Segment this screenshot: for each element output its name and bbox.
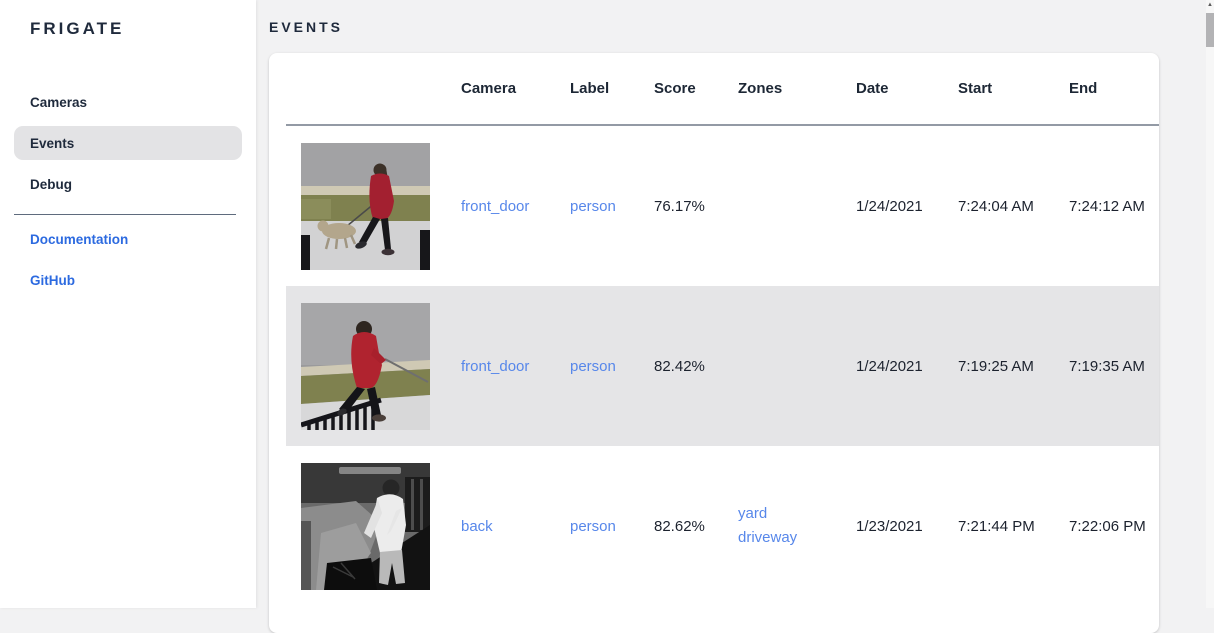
label-cell: person <box>570 358 654 375</box>
sidebar-link-documentation[interactable]: Documentation <box>14 222 242 256</box>
zones-cell: yard driveway <box>738 502 856 550</box>
camera-cell: front_door <box>461 198 570 215</box>
sidebar-nav: Cameras Events Debug <box>0 85 256 201</box>
sidebar-item-debug[interactable]: Debug <box>14 167 242 201</box>
score-cell: 76.17% <box>654 197 705 215</box>
event-thumbnail-image[interactable] <box>301 462 430 590</box>
thumbnail-cell <box>286 302 461 430</box>
camera-link[interactable]: back <box>461 517 493 535</box>
label-cell: person <box>570 198 654 215</box>
column-header-label: Label <box>570 80 610 97</box>
thumbnail-cell <box>286 142 461 270</box>
sidebar-item-label: Debug <box>30 176 72 192</box>
scrollbar-up-arrow-icon[interactable]: ▲ <box>1207 2 1213 8</box>
sidebar-divider <box>14 214 236 215</box>
sidebar-item-events[interactable]: Events <box>14 126 242 160</box>
column-header-end: End <box>1069 80 1098 97</box>
label-link[interactable]: person <box>570 197 616 215</box>
camera-link[interactable]: front_door <box>461 197 530 215</box>
start-cell: 7:21:44 PM <box>958 517 1035 535</box>
event-thumbnail-image[interactable] <box>301 302 430 430</box>
camera-cell: back <box>461 518 570 535</box>
column-header-zones: Zones <box>738 80 783 97</box>
zone-link-yard[interactable]: yard <box>738 505 768 522</box>
main-content: EVENTS Camera Label Score Zones Date Sta… <box>256 0 1206 633</box>
score-cell: 82.62% <box>654 517 705 535</box>
sidebar-link-label: Documentation <box>30 231 129 247</box>
date-cell: 1/24/2021 <box>856 357 923 375</box>
label-link[interactable]: person <box>570 517 616 535</box>
sidebar-item-cameras[interactable]: Cameras <box>14 85 242 119</box>
camera-cell: front_door <box>461 358 570 375</box>
column-header-date: Date <box>856 80 889 97</box>
end-cell: 7:22:06 PM <box>1069 517 1146 535</box>
sidebar-link-github[interactable]: GitHub <box>14 263 242 297</box>
table-row: back person 82.62% yard driveway 1/23/20… <box>286 446 1159 606</box>
label-cell: person <box>570 518 654 535</box>
label-link[interactable]: person <box>570 357 616 375</box>
sidebar-item-label: Cameras <box>30 94 88 110</box>
table-header-row: Camera Label Score Zones Date Start End <box>286 53 1159 126</box>
sidebar-item-label: Events <box>30 135 75 151</box>
event-thumbnail-image[interactable] <box>301 142 430 270</box>
start-cell: 7:19:25 AM <box>958 357 1034 375</box>
table-row: front_door person 82.42% 1/24/2021 7:19:… <box>286 286 1159 446</box>
date-cell: 1/23/2021 <box>856 517 923 535</box>
column-header-camera: Camera <box>461 80 517 97</box>
page-scrollbar[interactable]: ▲ <box>1206 0 1214 608</box>
sidebar-link-label: GitHub <box>30 272 75 288</box>
scrollbar-thumb[interactable] <box>1206 13 1214 47</box>
thumbnail-cell <box>286 462 461 590</box>
sidebar: FRIGATE Cameras Events Debug Documentati… <box>0 0 256 608</box>
events-table: Camera Label Score Zones Date Start End <box>286 53 1159 606</box>
end-cell: 7:24:12 AM <box>1069 197 1145 215</box>
start-cell: 7:24:04 AM <box>958 197 1034 215</box>
events-card: Camera Label Score Zones Date Start End <box>269 53 1159 633</box>
end-cell: 7:19:35 AM <box>1069 357 1145 375</box>
zone-link-driveway[interactable]: driveway <box>738 529 798 546</box>
column-header-score: Score <box>654 80 696 97</box>
column-header-start: Start <box>958 80 993 97</box>
page-title: EVENTS <box>269 19 344 35</box>
date-cell: 1/24/2021 <box>856 197 923 215</box>
score-cell: 82.42% <box>654 357 705 375</box>
app-logo: FRIGATE <box>30 19 125 38</box>
camera-link[interactable]: front_door <box>461 357 530 375</box>
table-row: front_door person 76.17% 1/24/2021 7:24:… <box>286 126 1159 286</box>
